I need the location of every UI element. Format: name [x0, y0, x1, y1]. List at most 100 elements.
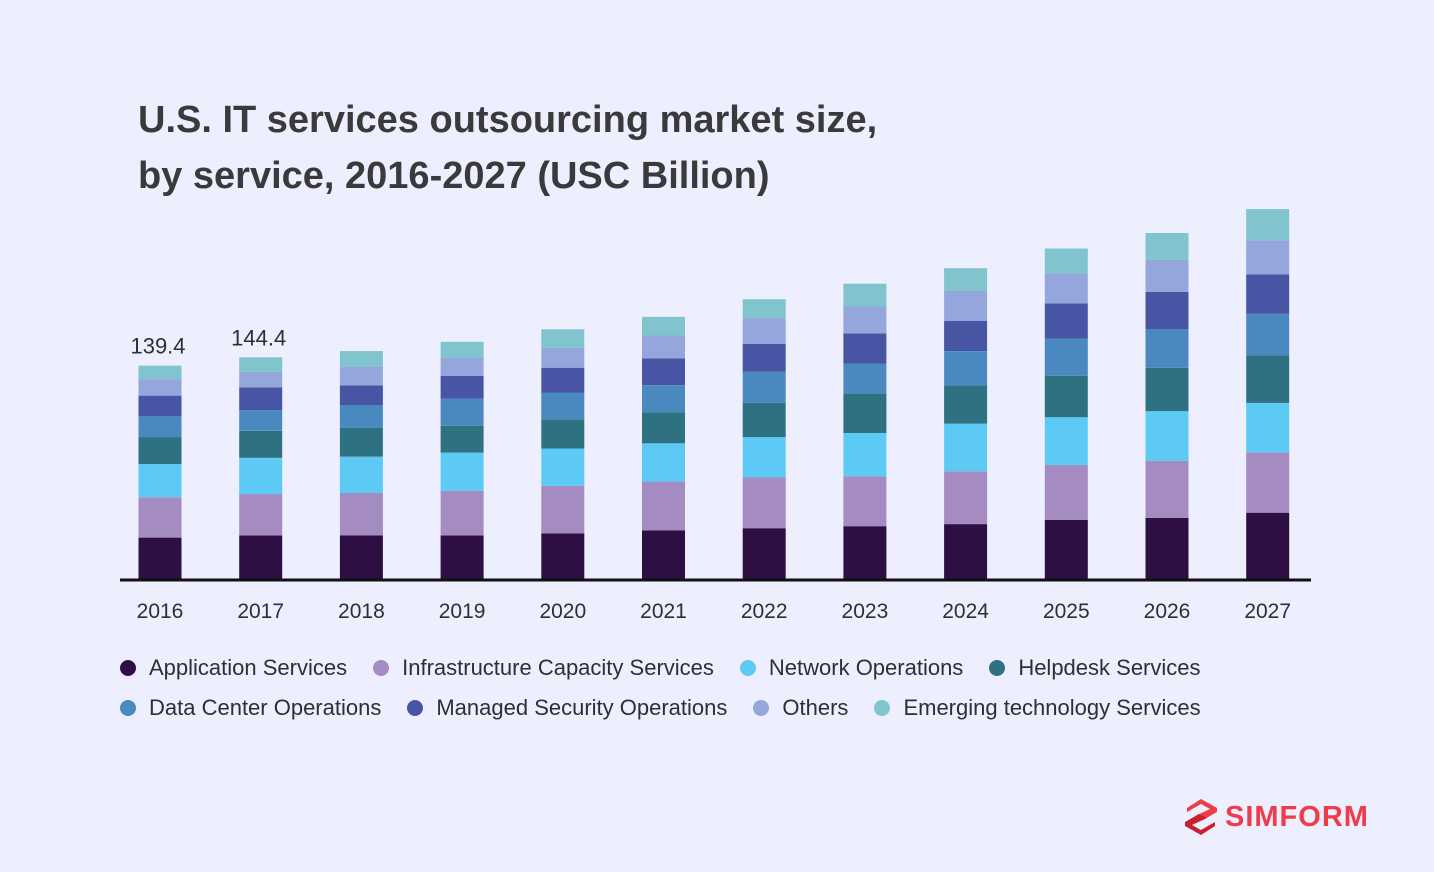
- x-tick-label-2016: 2016: [137, 600, 184, 623]
- legend-label: Application Services: [149, 655, 348, 680]
- chart-title-line-1: U.S. IT services outsourcing market size…: [138, 99, 878, 141]
- bar-segment-2023-network-operations: [843, 432, 887, 477]
- legend-row: Application Services Infrastructure Capa…: [120, 648, 1320, 688]
- bar-segment-2021-others: [642, 335, 685, 359]
- legend-item-managed-security-operations: Managed Security Operations: [407, 695, 727, 721]
- x-tick-label-2021: 2021: [640, 600, 687, 623]
- bar-segment-2020-infrastructure-capacity-services: [541, 485, 585, 534]
- legend-label: Managed Security Operations: [436, 695, 728, 720]
- bar-segment-2022-network-operations: [742, 437, 786, 478]
- legend-item-infrastructure-capacity-services: Infrastructure Capacity Services: [373, 655, 714, 681]
- legend-label: Data Center Operations: [149, 695, 382, 720]
- bar-segment-2021-infrastructure-capacity-services: [642, 481, 685, 531]
- bar-segment-2023-others: [843, 306, 887, 334]
- legend-dot-icon: [407, 700, 424, 716]
- bar-segment-2025-data-center-operations: [1044, 338, 1088, 376]
- bar-segment-2019-others: [440, 357, 484, 376]
- bar-segment-2024-infrastructure-capacity-services: [944, 471, 988, 525]
- bar-segment-2021-managed-security-operations: [642, 358, 685, 386]
- bar-segment-2022-helpdesk-services: [742, 402, 786, 438]
- bar-segment-2027-managed-security-operations: [1246, 274, 1290, 314]
- bar-segment-2019-emerging-technology-services: [440, 341, 484, 358]
- bar-segment-2019-helpdesk-services: [440, 425, 484, 453]
- bar-segment-2024-others: [944, 291, 988, 321]
- bar-segment-2022-application-services: [742, 528, 786, 579]
- bar-segment-2017-data-center-operations: [239, 410, 283, 431]
- bar-segment-2018-infrastructure-capacity-services: [339, 493, 383, 536]
- bar-segment-2025-managed-security-operations: [1044, 303, 1088, 339]
- bar-segment-2018-network-operations: [339, 456, 383, 494]
- bar-segment-2023-emerging-technology-services: [843, 283, 887, 307]
- bar-segment-2026-emerging-technology-services: [1145, 233, 1189, 260]
- legend-label: Infrastructure Capacity Services: [402, 655, 714, 680]
- bar-segment-2022-managed-security-operations: [742, 343, 786, 372]
- legend-dot-icon: [120, 700, 136, 716]
- legend-label: Helpdesk Services: [1018, 655, 1201, 680]
- x-tick-label-2019: 2019: [439, 600, 486, 623]
- bar-segment-2024-managed-security-operations: [944, 321, 988, 351]
- bar-segment-2018-data-center-operations: [339, 405, 383, 428]
- data-label-2017: 144.4: [231, 325, 286, 350]
- bar-segment-2025-others: [1044, 273, 1088, 304]
- bar-segment-2025-network-operations: [1044, 417, 1088, 466]
- bar-segment-2018-emerging-technology-services: [339, 351, 383, 367]
- x-tick-label-2018: 2018: [338, 600, 385, 623]
- bar-segment-2016-network-operations: [138, 464, 182, 498]
- legend-dot-icon: [120, 660, 136, 676]
- legend-item-emerging-technology-services: Emerging technology Services: [874, 695, 1201, 721]
- bar-segment-2019-infrastructure-capacity-services: [440, 490, 484, 536]
- bar-segment-2024-emerging-technology-services: [944, 268, 988, 291]
- bar-segment-2026-infrastructure-capacity-services: [1145, 460, 1189, 518]
- bar-segment-2027-application-services: [1246, 512, 1290, 579]
- bar-segment-2022-others: [742, 317, 786, 344]
- bar-segment-2017-others: [239, 371, 283, 388]
- x-tick-label-2017: 2017: [237, 600, 284, 623]
- bar-segment-2021-network-operations: [642, 443, 685, 482]
- bar-segment-2023-data-center-operations: [843, 363, 887, 394]
- legend-label: Emerging technology Services: [903, 695, 1201, 720]
- bar-segment-2018-helpdesk-services: [339, 427, 383, 457]
- legend-item-data-center-operations: Data Center Operations: [120, 695, 381, 721]
- legend-dot-icon: [739, 660, 756, 676]
- x-tick-label-2026: 2026: [1144, 600, 1191, 623]
- bar-segment-2017-emerging-technology-services: [239, 357, 283, 372]
- legend-dot-icon: [373, 660, 390, 676]
- stacked-bar-chart: 2016 139.4 2017 144.4 2018 2019 2020 2021 2022 20…: [120, 209, 1311, 623]
- bar-segment-2020-application-services: [541, 533, 585, 579]
- legend-dot-icon: [989, 660, 1006, 676]
- bar-segment-2016-emerging-technology-services: [138, 365, 182, 380]
- chart-title: U.S. IT services outsourcing market size…: [138, 92, 877, 204]
- bar-segment-2017-managed-security-operations: [239, 387, 283, 411]
- simform-logo: SIMFORM: [1183, 798, 1369, 836]
- x-tick-label-2022: 2022: [741, 600, 788, 623]
- x-tick-label-2027: 2027: [1244, 600, 1291, 623]
- bar-segment-2023-managed-security-operations: [843, 333, 887, 364]
- bar-segment-2016-infrastructure-capacity-services: [138, 497, 182, 538]
- bar-segment-2026-data-center-operations: [1145, 329, 1189, 368]
- bar-segment-2027-infrastructure-capacity-services: [1246, 452, 1290, 513]
- bar-segment-2021-data-center-operations: [642, 385, 685, 413]
- x-tick-label-2023: 2023: [842, 600, 889, 623]
- bar-segment-2024-helpdesk-services: [944, 385, 988, 424]
- x-tick-label-2020: 2020: [539, 600, 586, 623]
- data-label-2016: 139.4: [130, 334, 185, 359]
- legend-row: Data Center Operations Managed Security …: [120, 688, 1320, 728]
- bar-segment-2023-infrastructure-capacity-services: [843, 476, 887, 527]
- bar-segment-2026-application-services: [1145, 517, 1189, 579]
- x-tick-label-2024: 2024: [942, 600, 989, 623]
- bar-segment-2025-infrastructure-capacity-services: [1044, 465, 1088, 520]
- bars-layer: [138, 209, 1290, 579]
- legend-item-application-services: Application Services: [120, 655, 347, 681]
- bar-segment-2022-emerging-technology-services: [742, 299, 786, 318]
- bar-segment-2023-helpdesk-services: [843, 393, 887, 433]
- bar-segment-2017-helpdesk-services: [239, 430, 283, 458]
- bar-segment-2024-data-center-operations: [944, 351, 988, 386]
- bar-segment-2019-managed-security-operations: [440, 375, 484, 399]
- bar-segment-2022-data-center-operations: [742, 371, 786, 403]
- bar-segment-2020-data-center-operations: [541, 392, 585, 420]
- simform-logo-icon: [1185, 799, 1217, 835]
- bar-segment-2020-managed-security-operations: [541, 367, 585, 393]
- bar-segment-2024-application-services: [944, 524, 988, 579]
- bar-segment-2016-helpdesk-services: [138, 437, 182, 464]
- bar-segment-2019-network-operations: [440, 452, 484, 491]
